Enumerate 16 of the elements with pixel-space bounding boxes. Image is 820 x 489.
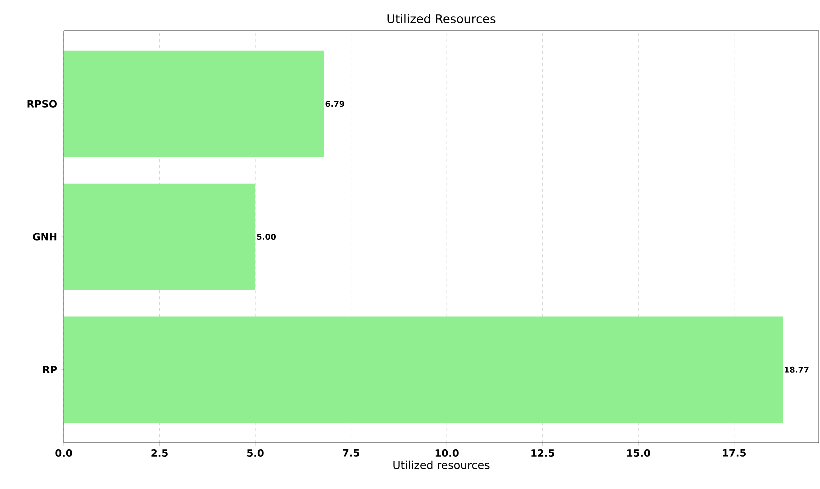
x-tick-label: 15.0 (627, 449, 650, 458)
bar (64, 50, 324, 158)
chart-title: Utilized Resources (388, 14, 496, 24)
x-tick-label: 17.5 (723, 450, 746, 457)
y-tick-label: RP (43, 366, 58, 374)
x-tick-label: 12.5 (532, 449, 554, 458)
x-tick-label: 7.5 (343, 450, 360, 457)
y-tick-label: GNH (33, 233, 57, 241)
bar (64, 316, 784, 424)
x-tick-label: 2.5 (152, 449, 168, 458)
bar (64, 184, 256, 290)
x-tick-label: 10.0 (436, 449, 459, 458)
x-tick-label: 0.0 (56, 449, 72, 458)
y-tick-label: RPSO (28, 100, 57, 108)
x-axis-title: Utilized resources (394, 460, 490, 470)
x-tick-label: 5.0 (247, 449, 264, 458)
